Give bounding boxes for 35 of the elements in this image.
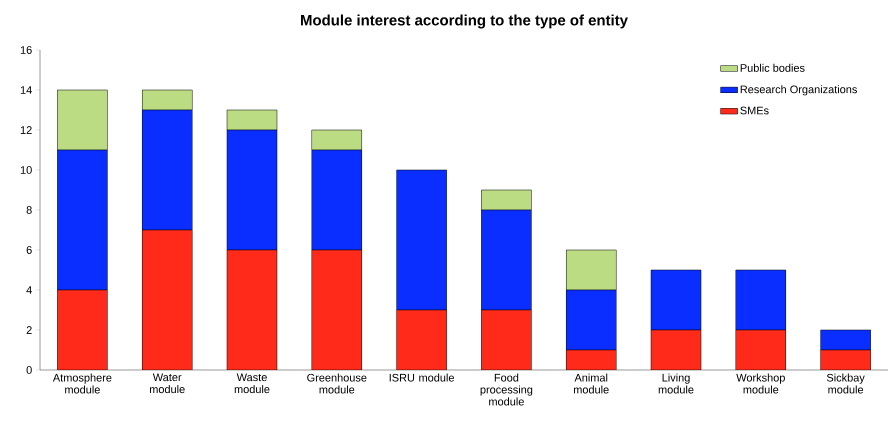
y-tick-label: 14 [20,86,32,94]
x-tick-label: Waste module [234,374,270,394]
bar [312,250,362,370]
chart-title: Module interest according to the type of entity [301,14,628,29]
bar [57,290,108,370]
legend-label: Public bodies [740,64,805,72]
bar [736,330,786,370]
x-tick-label: Atmosphere module [52,374,112,394]
x-tick-label: Living module [658,374,694,394]
bar [566,350,616,370]
bar [481,310,532,370]
y-tick-label: 6 [26,246,32,254]
bar [820,350,871,370]
y-tick-label: 0 [26,366,32,374]
bar [651,330,702,370]
x-tick-label: Food processing module [480,374,532,406]
y-tick-label: 4 [26,286,32,294]
x-tick-label: ISRU module [390,374,454,382]
y-tick-label: 2 [26,326,32,334]
x-tick-label: Water module [150,374,185,394]
y-tick-label: 16 [20,46,32,54]
legend-label: SMEs [740,106,769,114]
bar [227,250,278,370]
x-tick-label: Greenhouse module [307,374,366,394]
x-tick-label: Workshop module [736,374,785,394]
y-tick-label: 8 [26,206,32,214]
bar [650,270,702,330]
y-tick-label: 10 [20,166,32,174]
y-tick-label: 12 [20,126,32,134]
bar [736,270,786,330]
bar [142,230,192,370]
x-tick-label: Animal module [574,374,609,394]
bar [396,310,447,370]
x-tick-label: Sickbay module [826,374,865,394]
legend-label: Research Organizations [740,85,857,96]
